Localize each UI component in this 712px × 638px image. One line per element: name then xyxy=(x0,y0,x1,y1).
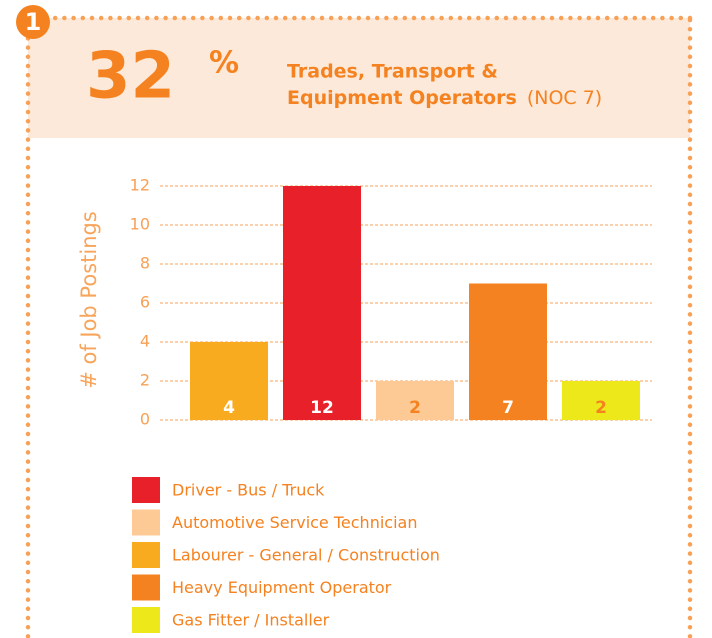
bar xyxy=(376,381,454,420)
bar xyxy=(469,283,547,420)
y-tick-label: 12 xyxy=(130,176,150,195)
badge-number: 1 xyxy=(25,8,42,36)
legend-label: Driver - Bus / Truck xyxy=(172,481,325,500)
headline-number: 32 xyxy=(86,40,175,114)
legend-label: Labourer - General / Construction xyxy=(172,546,440,565)
y-tick-label: 10 xyxy=(130,215,150,234)
legend-label: Gas Fitter / Installer xyxy=(172,611,330,630)
value-label: 4 xyxy=(223,398,235,418)
y-tick-label: 6 xyxy=(140,293,150,312)
legend-swatch xyxy=(132,509,160,536)
y-tick-label: 2 xyxy=(140,371,150,390)
title-line: Equipment Operators xyxy=(287,87,517,109)
dotted-border xyxy=(25,15,693,638)
title-line: Trades, Transport & xyxy=(287,61,498,83)
badge-circle xyxy=(16,5,50,39)
y-tick-label: 8 xyxy=(140,254,150,273)
title-suffix: (NOC 7) xyxy=(527,87,602,109)
value-label: 2 xyxy=(409,398,421,418)
title-line-2: Equipment Operators (NOC 7) xyxy=(287,87,602,109)
header-band xyxy=(28,18,690,138)
bar xyxy=(562,381,640,420)
value-label: 12 xyxy=(310,398,334,418)
bar xyxy=(190,342,268,420)
y-tick-label: 0 xyxy=(140,410,150,429)
legend-swatch xyxy=(132,477,160,503)
value-label: 2 xyxy=(595,398,607,418)
y-tick-label: 4 xyxy=(140,332,150,351)
legend-swatch xyxy=(132,542,160,568)
legend-label: Automotive Service Technician xyxy=(172,513,417,532)
legend-swatch xyxy=(132,574,160,601)
y-axis-label: # of Job Postings xyxy=(77,211,101,389)
value-label: 7 xyxy=(502,398,514,418)
headline-unit: % xyxy=(209,46,239,81)
bar xyxy=(283,186,361,420)
legend-swatch xyxy=(132,607,160,633)
legend-label: Heavy Equipment Operator xyxy=(172,578,392,597)
